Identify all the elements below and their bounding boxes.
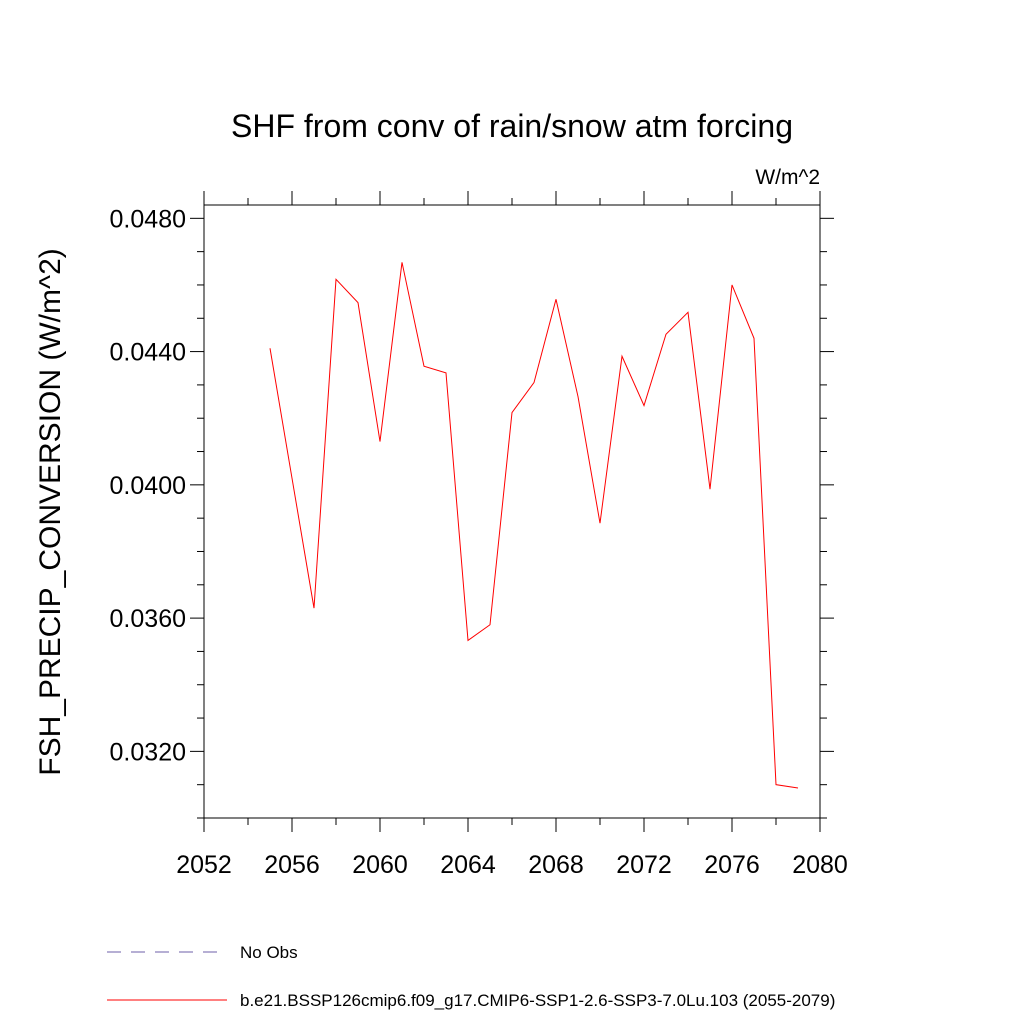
x-tick-label: 2052 — [176, 851, 232, 879]
chart-title: SHF from conv of rain/snow atm forcing — [231, 108, 793, 144]
x-tick-label: 2072 — [616, 851, 672, 879]
x-tick-label: 2068 — [528, 851, 584, 879]
x-tick-label: 2056 — [264, 851, 320, 879]
legend-label: No Obs — [240, 943, 298, 962]
axes-layer: 2052 2056 2060 2064 2068 2072 2076 2080 0.0320 0.… — [110, 191, 848, 879]
series-layer — [269, 262, 799, 789]
x-tick-label: 2064 — [440, 851, 496, 879]
y-tick-label: 0.0360 — [110, 605, 186, 633]
y-tick-label: 0.0320 — [110, 738, 186, 766]
y-tick-label: 0.0400 — [110, 472, 186, 500]
x-tick-label: 2080 — [792, 851, 848, 879]
y-axis-label: FSH_PRECIP_CONVERSION (W/m^2) — [34, 248, 67, 775]
legend: No Obs b.e21.BSSP126cmip6.f09_g17.CMIP6-S… — [107, 943, 835, 1010]
units-label: W/m^2 — [755, 166, 820, 189]
plot-frame — [203, 204, 821, 819]
series-line — [269, 262, 799, 789]
y-tick-label: 0.0440 — [110, 339, 186, 367]
legend-label: b.e21.BSSP126cmip6.f09_g17.CMIP6-SSP1-2.… — [240, 991, 835, 1010]
x-tick-label: 2060 — [352, 851, 408, 879]
x-tick-label: 2076 — [704, 851, 760, 879]
y-tick-label: 0.0480 — [110, 205, 186, 233]
